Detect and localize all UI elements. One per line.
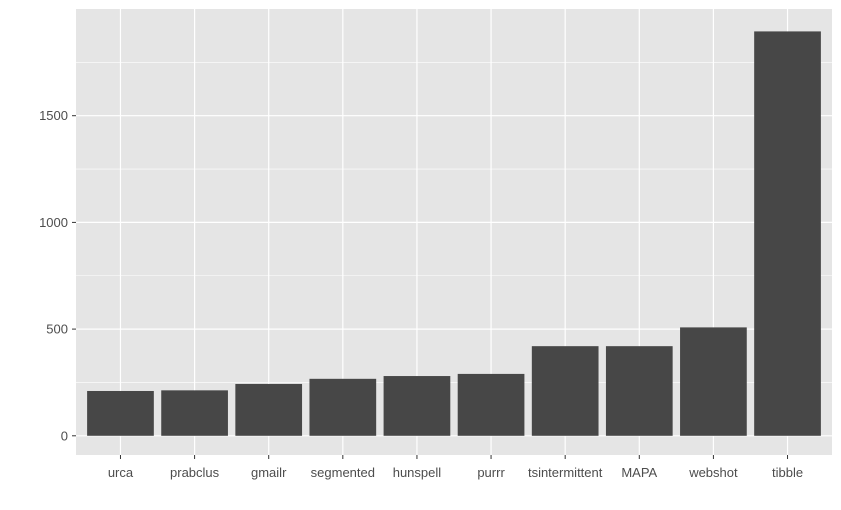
y-axis: 0 500 1000 1500 xyxy=(39,108,76,443)
bar-purrr xyxy=(457,373,525,436)
bar-urca xyxy=(87,390,154,436)
y-tick-label: 1500 xyxy=(39,108,68,123)
x-tick-label: gmailr xyxy=(251,465,287,480)
major-grid xyxy=(76,9,832,455)
bar-MAPA xyxy=(605,346,673,436)
x-tick-label: purrr xyxy=(477,465,505,480)
x-tick-label: segmented xyxy=(311,465,375,480)
bar-tibble xyxy=(754,31,821,436)
x-axis: urca prabclus gmailr segmented hunspell purrr… xyxy=(108,455,803,480)
y-tick-label: 1000 xyxy=(39,215,68,230)
x-tick-label: webshot xyxy=(688,465,738,480)
bars xyxy=(87,31,821,436)
x-tick-label: urca xyxy=(108,465,134,480)
x-tick-label: hunspell xyxy=(393,465,442,480)
bar-tsintermittent xyxy=(531,346,599,436)
bar-hunspell xyxy=(383,376,451,436)
bar-prabclus xyxy=(161,390,228,436)
x-tick-label: prabclus xyxy=(170,465,220,480)
x-tick-label: tibble xyxy=(772,465,803,480)
x-tick-label: MAPA xyxy=(621,465,657,480)
x-tick-label: tsintermittent xyxy=(528,465,603,480)
bar-segmented xyxy=(309,378,377,436)
bar-gmailr xyxy=(235,383,303,436)
y-tick-label: 500 xyxy=(46,322,68,337)
bar-webshot xyxy=(680,327,747,436)
y-tick-label: 0 xyxy=(61,428,68,443)
